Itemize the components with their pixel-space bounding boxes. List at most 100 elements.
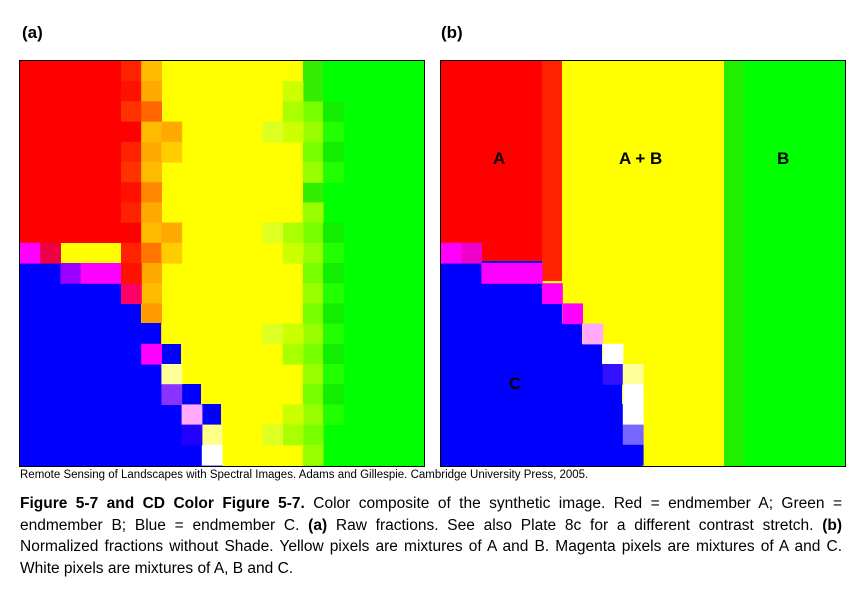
- pixel: [121, 242, 142, 264]
- normalized-fractions-image: [441, 61, 845, 466]
- pixel: [161, 141, 183, 163]
- pixel: [323, 222, 344, 244]
- pixel: [323, 283, 344, 304]
- boundary-column: [724, 61, 744, 466]
- pixel: [622, 384, 644, 405]
- caption-a-tag: (a): [308, 516, 328, 534]
- pixel: [141, 182, 162, 203]
- pixel: [141, 101, 162, 123]
- pixel: [481, 263, 503, 284]
- pixel: [282, 343, 304, 365]
- pixel: [262, 121, 284, 143]
- pixel: [302, 424, 324, 446]
- pixel: [323, 323, 344, 345]
- region-a: [441, 61, 542, 261]
- pixel: [323, 303, 344, 325]
- pixel: [461, 242, 482, 264]
- pixel: [302, 283, 324, 304]
- pixel: [302, 343, 324, 365]
- pixel: [161, 222, 183, 244]
- pixel: [121, 81, 142, 102]
- caption-title: Figure 5-7 and CD Color Figure 5-7.: [20, 495, 305, 512]
- pixel: [302, 242, 324, 264]
- pixel: [282, 81, 304, 102]
- panel-b-image: A A + B B C: [440, 60, 846, 467]
- pixel: [262, 222, 284, 244]
- pixel: [323, 384, 344, 405]
- pixel: [141, 303, 162, 325]
- pixel: [282, 121, 304, 143]
- pixel: [282, 242, 304, 264]
- pixel: [141, 162, 162, 183]
- pixel: [121, 283, 142, 304]
- pixel: [282, 424, 304, 446]
- pixel: [161, 121, 183, 143]
- pixel: [622, 444, 644, 466]
- region-c: [602, 364, 622, 466]
- pixel: [181, 404, 203, 426]
- panel-a-image: [19, 60, 425, 467]
- region-label-b: B: [777, 149, 790, 168]
- pixel: [201, 424, 223, 446]
- pixel: [141, 343, 162, 365]
- pixel: [302, 202, 324, 224]
- pixel: [622, 404, 644, 426]
- pixel: [302, 121, 324, 143]
- region-c: [582, 344, 602, 466]
- region-c: [121, 303, 141, 466]
- pixel: [323, 404, 344, 426]
- pixel: [602, 364, 624, 385]
- pixel: [262, 323, 284, 345]
- pixel: [302, 384, 324, 405]
- pixel: [100, 263, 122, 284]
- pixel: [141, 263, 162, 284]
- pixel: [201, 465, 223, 466]
- pixel: [622, 364, 644, 385]
- pixel: [121, 141, 142, 163]
- region-label-a: A: [493, 149, 506, 168]
- pixel: [302, 303, 324, 325]
- region-label-a-plus-b: A + B: [619, 149, 663, 168]
- pixel: [582, 323, 604, 345]
- pixel: [121, 162, 142, 183]
- pixel: [40, 242, 61, 264]
- pixel: [282, 323, 304, 345]
- pixel: [302, 444, 324, 466]
- boundary-column: [542, 61, 562, 281]
- pixel: [141, 222, 162, 244]
- figure-caption: Figure 5-7 and CD Color Figure 5-7. Colo…: [20, 493, 842, 579]
- region-c: [542, 301, 562, 466]
- region-label-c: C: [509, 374, 522, 393]
- pixel: [302, 141, 324, 163]
- pixel: [161, 384, 183, 405]
- caption-b-tag: (b): [822, 516, 842, 534]
- pixel: [161, 242, 183, 264]
- pixel: [622, 424, 644, 446]
- pixel: [282, 101, 304, 123]
- pixel: [121, 202, 142, 224]
- pixel: [562, 303, 583, 325]
- pixel: [323, 162, 344, 183]
- pixel: [302, 323, 324, 345]
- pixel: [302, 364, 324, 385]
- pixel: [323, 364, 344, 385]
- pixel: [302, 263, 324, 284]
- pixel: [80, 263, 102, 284]
- pixel: [323, 343, 344, 365]
- pixel: [323, 121, 344, 143]
- pixel: [141, 283, 162, 304]
- pixel: [121, 182, 142, 203]
- pixel: [521, 263, 543, 284]
- pixel: [602, 343, 624, 365]
- region-a: [20, 61, 121, 243]
- pixel: [323, 141, 344, 163]
- pixel: [302, 404, 324, 426]
- pixel: [161, 364, 183, 385]
- pixel: [501, 263, 523, 284]
- pixel: [121, 121, 142, 143]
- region-c: [441, 261, 542, 466]
- source-credit: Remote Sensing of Landscapes with Spectr…: [20, 469, 589, 481]
- caption-text-1: Color composite of the synthetic image. …: [20, 495, 842, 534]
- pixel: [181, 424, 203, 446]
- pixel: [201, 444, 223, 466]
